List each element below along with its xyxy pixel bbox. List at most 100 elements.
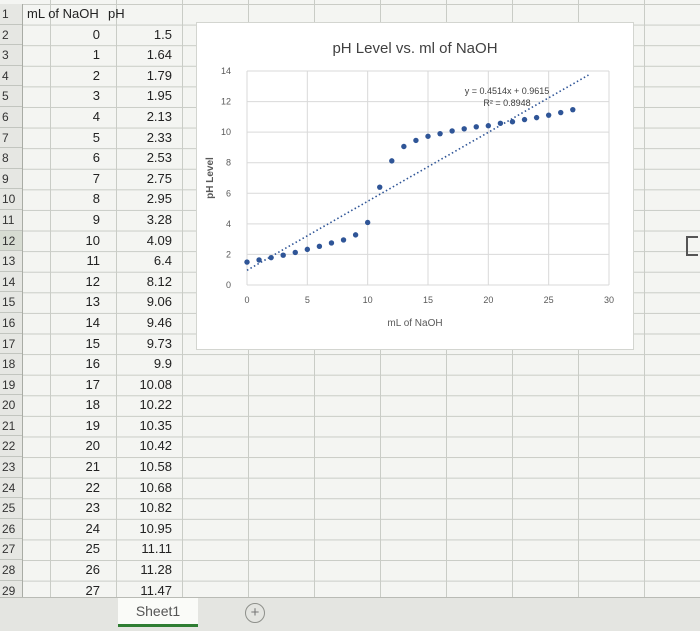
cell-ml-naoh[interactable]: 25 [85,541,100,557]
header-cell-ph[interactable]: pH [108,6,125,21]
cell-ph[interactable]: 10.08 [139,376,172,392]
row-header[interactable]: 17 [0,334,22,355]
row-header[interactable]: 12 [0,230,22,252]
add-sheet-icon[interactable]: + [245,603,265,623]
scatter-chart[interactable]: 0 5 10 15 20 25 30 0 2 4 6 8 10 12 14 pH Level vs. ml o… [196,22,634,350]
row-header[interactable]: 24 [0,478,22,499]
cell-ml-naoh[interactable]: 6 [92,150,100,166]
cell-ph[interactable]: 10.68 [139,479,172,495]
cell-ph[interactable]: 2.13 [146,108,172,124]
row-header[interactable]: 21 [0,416,22,437]
cell-ml-naoh[interactable]: 14 [85,314,100,330]
cell-ml-naoh[interactable]: 26 [85,562,100,578]
cell-ph[interactable]: 10.42 [139,438,172,454]
cell-ph[interactable]: 2.95 [146,191,172,207]
row-header[interactable]: 2 [0,25,22,46]
cell-ph[interactable]: 6.4 [153,253,172,269]
row-header[interactable]: 28 [0,560,22,581]
cell-ml-naoh[interactable]: 12 [85,273,100,289]
cell-ml-naoh[interactable]: 19 [85,417,100,433]
row-header[interactable]: 18 [0,354,22,375]
row-header[interactable]: 26 [0,519,22,540]
cell-ml-naoh[interactable]: 9 [92,211,100,227]
row-header[interactable]: 9 [0,169,22,190]
row-header[interactable]: 13 [0,251,22,272]
row-header[interactable]: 10 [0,189,22,210]
cell-ml-naoh[interactable]: 8 [92,191,100,207]
cell-ml-naoh[interactable]: 0 [92,26,100,42]
cell-ph[interactable]: 9.06 [146,294,172,310]
row-header[interactable]: 27 [0,539,22,561]
row-header[interactable]: 16 [0,313,22,334]
data-point [497,120,504,126]
cell-ph[interactable]: 4.09 [146,232,172,248]
cell-ml-naoh[interactable]: 13 [85,294,100,310]
row-header[interactable]: 15 [0,292,22,313]
cell-ml-naoh[interactable]: 10 [85,232,100,248]
cell-ph[interactable]: 1.64 [146,47,172,63]
row-header[interactable]: 22 [0,436,22,458]
cell-ph[interactable]: 8.12 [146,273,172,289]
resize-handle[interactable] [686,236,698,256]
cell-ml-naoh[interactable]: 24 [85,520,100,536]
data-point [256,257,262,263]
cell-ml-naoh[interactable]: 23 [85,500,100,516]
x-axis-label: mL of NaOH [387,318,442,329]
cell-ml-naoh[interactable]: 4 [92,108,100,124]
row-header[interactable]: 6 [0,107,22,128]
cell-ph[interactable]: 10.82 [139,500,172,516]
row-header[interactable]: 7 [0,128,22,149]
cell-ph[interactable]: 9.73 [146,335,172,351]
table-row: 16 9.9 [23,354,178,375]
data-point [425,133,431,139]
row-header[interactable]: 5 [0,86,22,107]
cell-ph[interactable]: 10.95 [139,520,172,536]
cell-ml-naoh[interactable]: 5 [92,129,100,145]
cell-ph[interactable]: 11.11 [141,541,172,557]
sheet-tabs-bar: Sheet1 + [0,597,700,631]
cell-ph[interactable]: 11.47 [140,582,172,598]
cell-ml-naoh[interactable]: 17 [85,376,100,392]
y-tick-label: 10 [221,127,231,137]
cell-ph[interactable]: 1.95 [146,88,172,104]
row-header[interactable]: 8 [0,148,22,169]
cell-ml-naoh[interactable]: 3 [92,88,100,104]
cell-ph[interactable]: 1.79 [146,67,172,83]
cell-ml-naoh[interactable]: 11 [86,253,101,269]
sheet-tab-sheet1[interactable]: Sheet1 [118,598,198,627]
row-header[interactable]: 25 [0,498,22,519]
cell-ml-naoh[interactable]: 21 [85,459,100,475]
cell-ph[interactable]: 9.9 [153,356,172,372]
cell-ml-naoh[interactable]: 2 [92,67,100,83]
cell-ml-naoh[interactable]: 1 [92,47,100,63]
header-cell-ml-naoh[interactable]: mL of NaOH [27,6,99,21]
data-point [461,126,467,132]
cell-ph[interactable]: 1.5 [153,26,172,42]
row-header[interactable]: 14 [0,272,22,293]
row-header[interactable]: 1 [0,4,22,25]
cell-ml-naoh[interactable]: 27 [85,582,100,598]
cell-ph[interactable]: 2.33 [146,129,172,145]
row-header[interactable]: 19 [0,375,22,396]
row-header[interactable]: 11 [0,210,22,231]
cell-ph[interactable]: 10.35 [139,417,172,433]
row-header[interactable]: 20 [0,395,22,416]
row-header[interactable]: 3 [0,45,22,66]
cell-ph[interactable]: 10.22 [139,397,172,413]
cell-ml-naoh[interactable]: 18 [85,397,100,413]
cell-ph[interactable]: 3.28 [146,211,172,227]
row-header[interactable]: 23 [0,457,22,478]
row-header[interactable]: 4 [0,66,22,87]
cell-ph[interactable]: 2.75 [146,170,172,186]
cell-ml-naoh[interactable]: 16 [85,356,100,372]
cell-ph[interactable]: 9.46 [146,314,172,330]
cell-area[interactable]: mL of NaOH pH 0 1.5 1 1.64 2 1.79 3 1.95 4 2.13 5 2.3… [23,4,178,601]
cell-ph[interactable]: 10.58 [139,459,172,475]
cell-ml-naoh[interactable]: 15 [85,335,100,351]
cell-ph[interactable]: 2.53 [146,150,172,166]
cell-ph[interactable]: 11.28 [140,562,172,578]
table-row: 5 2.33 [23,128,178,149]
cell-ml-naoh[interactable]: 20 [85,438,100,454]
cell-ml-naoh[interactable]: 22 [85,479,100,495]
cell-ml-naoh[interactable]: 7 [92,170,100,186]
